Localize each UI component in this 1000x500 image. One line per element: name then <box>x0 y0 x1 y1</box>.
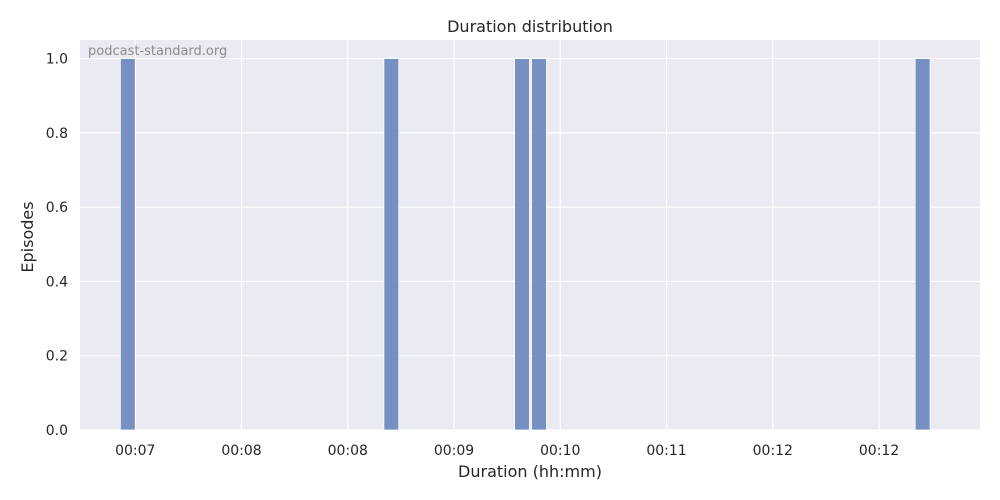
y-tick-label: 0.4 <box>46 274 68 290</box>
y-tick-label: 1.0 <box>46 52 68 68</box>
y-tick-label: 0.6 <box>46 200 68 216</box>
x-tick-label: 00:07 <box>115 443 155 459</box>
chart-title: Duration distribution <box>447 17 613 36</box>
x-tick-label: 00:09 <box>434 443 474 459</box>
x-axis-title: Duration (hh:mm) <box>458 462 602 481</box>
y-axis-ticks: 0.0 0.2 0.4 0.6 0.8 1.0 <box>46 52 68 439</box>
x-axis-ticks: 00:07 00:08 00:08 00:09 00:10 00:11 00:12 00:12 <box>115 443 899 459</box>
histogram-bar <box>914 58 931 431</box>
x-tick-label: 00:12 <box>859 443 899 459</box>
x-tick-label: 00:08 <box>221 443 261 459</box>
bars <box>119 58 931 431</box>
grid-lines <box>80 40 980 431</box>
x-tick-label: 00:11 <box>646 443 686 459</box>
histogram-bar <box>531 58 547 431</box>
watermark-text: podcast-standard.org <box>88 44 227 59</box>
x-tick-label: 00:10 <box>540 443 580 459</box>
y-tick-label: 0.8 <box>46 126 68 142</box>
x-tick-label: 00:08 <box>328 443 368 459</box>
histogram-bar <box>514 58 530 431</box>
y-tick-label: 0.0 <box>46 423 68 439</box>
y-axis-title: Episodes <box>18 201 37 272</box>
histogram-bar <box>383 58 400 431</box>
histogram-bar <box>119 58 136 431</box>
y-tick-label: 0.2 <box>46 349 68 365</box>
plot-background <box>80 40 980 430</box>
x-tick-label: 00:12 <box>753 443 793 459</box>
